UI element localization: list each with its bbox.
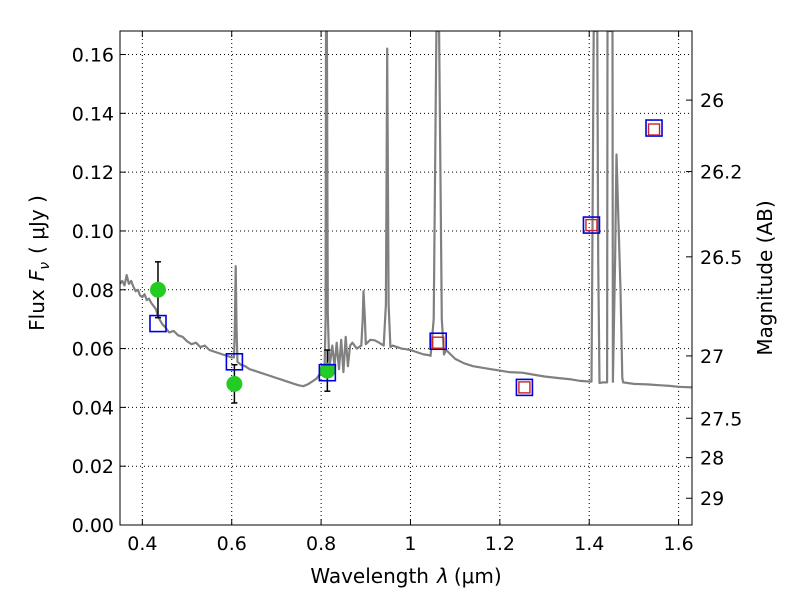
limit-square [585,218,598,232]
x-tick-label: 1.4 [574,533,604,555]
limit-square [431,336,445,349]
x-tick-label: 0.6 [217,533,247,555]
y-tick-label: 0.00 [72,515,114,537]
y-tick-label: 0.12 [72,162,114,184]
observed-point [149,281,166,298]
x-tick-label: 1.2 [485,533,515,555]
model-square [149,314,167,333]
y-tick-label: 0.14 [72,103,114,125]
model-square [429,332,447,351]
x-tick-label: 1 [404,533,416,555]
model-square [645,119,663,137]
y-tick-label: 0.02 [72,456,114,478]
y-tick-label: 0.10 [72,221,114,243]
y2-tick-label: 27 [700,346,724,368]
y-tick-label: 0.06 [72,339,114,361]
y-tick-label: 0.16 [72,45,114,67]
y2-tick-label: 26.2 [700,162,742,184]
x-tick-label: 0.8 [306,533,336,555]
y2-tick-label: 27.5 [700,408,742,430]
y2-tick-label: 26 [700,90,724,112]
sed-model-layer [120,31,692,389]
x-tick-label: 0.4 [127,533,157,555]
photometry-layer [149,119,663,404]
observed-point [226,375,243,392]
x-axis-label: Wavelength λ (μm) [310,564,501,588]
y-tick-label: 0.08 [72,280,114,302]
model-square [318,363,337,382]
model-square [582,216,601,234]
y2-tick-label: 28 [700,448,724,470]
y-tick-label: 0.04 [72,397,114,419]
plot-frame [119,30,693,526]
y2-axis-label: Magnitude (AB) [753,200,777,355]
model-square [225,353,244,371]
limit-square [518,381,531,394]
y-axis-label: FluxFν( μJy ) [25,195,53,331]
model-square [515,378,534,397]
sed-model-line [120,31,692,389]
y2-tick-label: 26.5 [700,247,742,269]
tick-layer: 0.4 0.6 0.8 1 1.2 1.4 1.6 0.00 0.02 0.04 0.06 0.08 0… [72,31,742,555]
y2-tick-label: 29 [700,488,724,510]
x-tick-label: 1.6 [663,533,693,555]
limit-square [647,123,661,136]
